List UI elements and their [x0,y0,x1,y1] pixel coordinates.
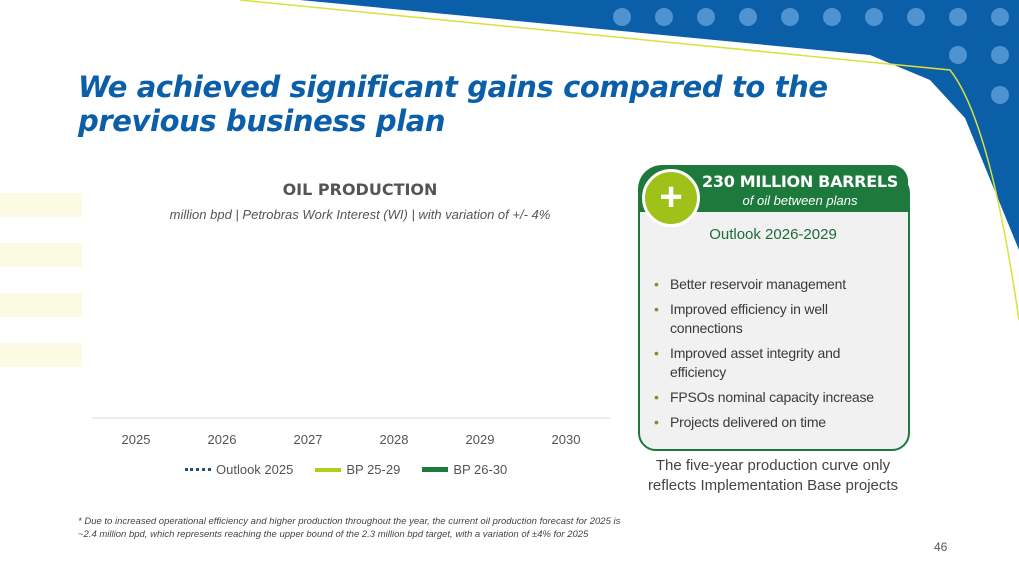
callout-bullet: FPSOs nominal capacity increase [652,388,897,407]
slide-title: We achieved significant gains compared t… [78,70,828,138]
callout-bullet: Better reservoir management [652,275,897,294]
page-number: 46 [934,540,948,554]
callout-bullet: Improved asset integrity and efficiency [652,344,897,382]
callout-headline: 230 MILLION BARRELS [702,172,898,191]
legend-label: BP 26-30 [453,462,508,477]
legend-swatch-green [422,467,449,472]
x-tick-label: 2030 [552,432,581,447]
legend-item-outlook-2025: Outlook 2025 [185,462,293,477]
callout-outlook: Outlook 2026-2029 [709,226,837,243]
x-tick-label: 2027 [294,432,323,447]
plus-icon: + [642,169,700,227]
callout-bullet: Projects delivered on time [652,413,897,432]
callout-caption: The five-year production curve only refl… [647,457,899,494]
callout-bullet: Improved efficiency in well connections [652,300,897,338]
legend-item-bp-26-30: BP 26-30 [422,462,507,477]
oil-production-chart: 2025202620272028202920302.4*2.32.42.52.5… [92,417,610,447]
callout-subheadline: of oil between plans [742,193,858,208]
callout-bullet-list: Better reservoir management Improved eff… [652,275,897,438]
left-yellow-bands [0,193,82,367]
header-yellow-line [239,0,1019,321]
x-tick-label: 2025 [122,432,151,447]
footnote: * Due to increased operational efficienc… [78,516,621,540]
legend-swatch-dotted [185,468,211,471]
header-blue-band [300,0,1019,250]
x-tick-label: 2028 [380,432,409,447]
chart-title: OIL PRODUCTION [282,180,438,199]
legend-item-bp-25-29: BP 25-29 [315,462,400,477]
x-tick-label: 2026 [208,432,237,447]
legend-label: Outlook 2025 [216,462,294,477]
legend-swatch-lime [315,467,342,472]
chart-legend: Outlook 2025 BP 25-29 BP 26-30 [185,462,529,477]
legend-label: BP 25-29 [346,462,401,477]
x-tick-label: 2029 [466,432,495,447]
header-dot-pattern [613,8,1009,104]
chart-subtitle: million bpd | Petrobras Work Interest (W… [169,207,551,222]
